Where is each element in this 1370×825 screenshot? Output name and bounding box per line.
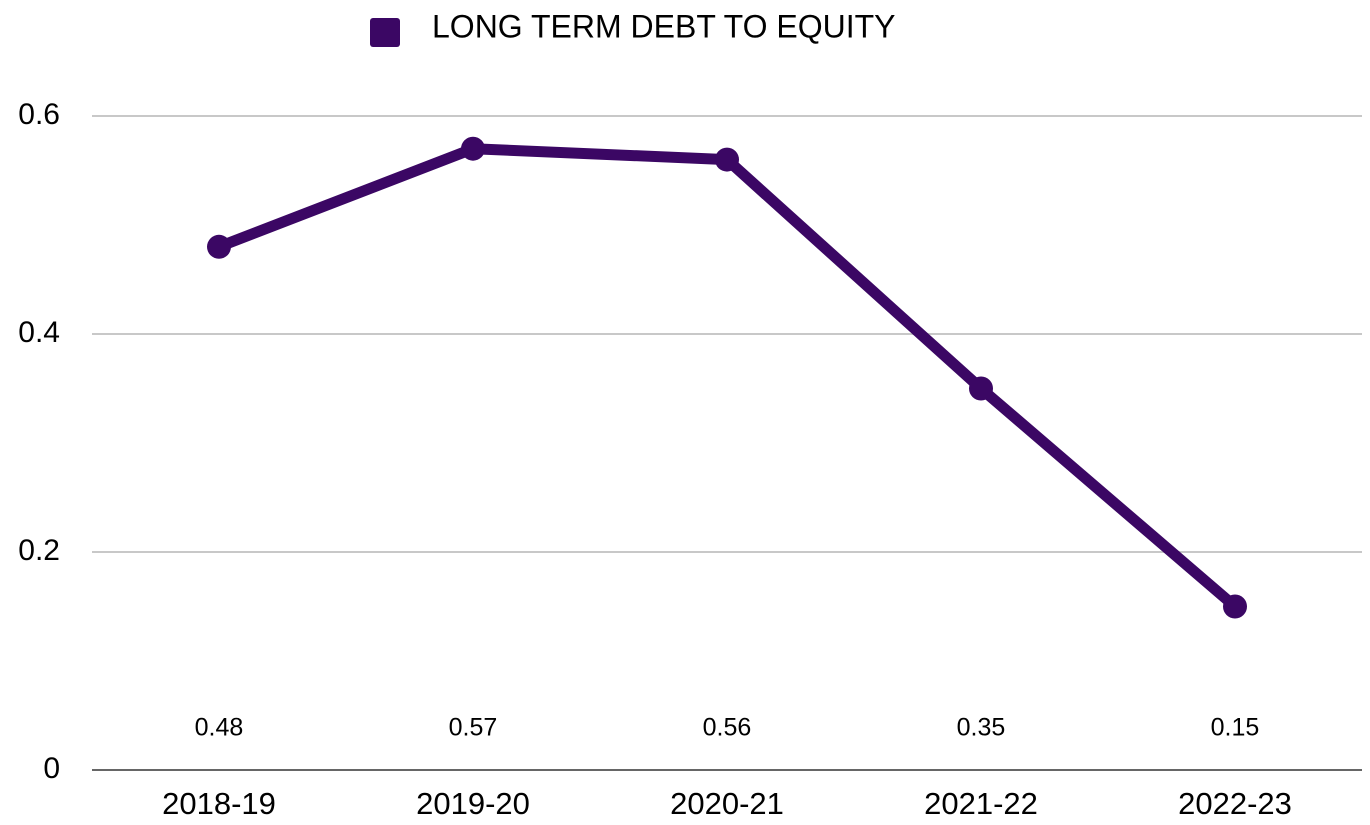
marker [461, 136, 485, 161]
y-tick-label: 0 [43, 752, 60, 785]
x-tick-label: 2021-22 [924, 786, 1038, 821]
legend-label: LONG TERM DEBT TO EQUITY [432, 8, 896, 44]
y-tick-label: 0.6 [18, 98, 60, 131]
x-tick-label: 2018-19 [162, 786, 276, 821]
x-tick-label: 2019-20 [416, 786, 530, 821]
marker [207, 234, 231, 259]
y-tick-label: 0.4 [18, 316, 60, 349]
legend-swatch [370, 18, 400, 47]
marker [715, 147, 739, 172]
data-label: 0.56 [703, 714, 752, 742]
marker [1223, 594, 1247, 619]
marker [969, 376, 993, 401]
x-tick-label: 2022-23 [1178, 786, 1292, 821]
y-tick-label: 0.2 [18, 534, 60, 567]
line [213, 143, 1241, 612]
data-label: 0.57 [449, 714, 498, 742]
data-label: 0.48 [195, 714, 244, 742]
data-label: 0.35 [957, 714, 1006, 742]
x-tick-label: 2020-21 [670, 786, 784, 821]
data-label: 0.15 [1211, 714, 1260, 742]
